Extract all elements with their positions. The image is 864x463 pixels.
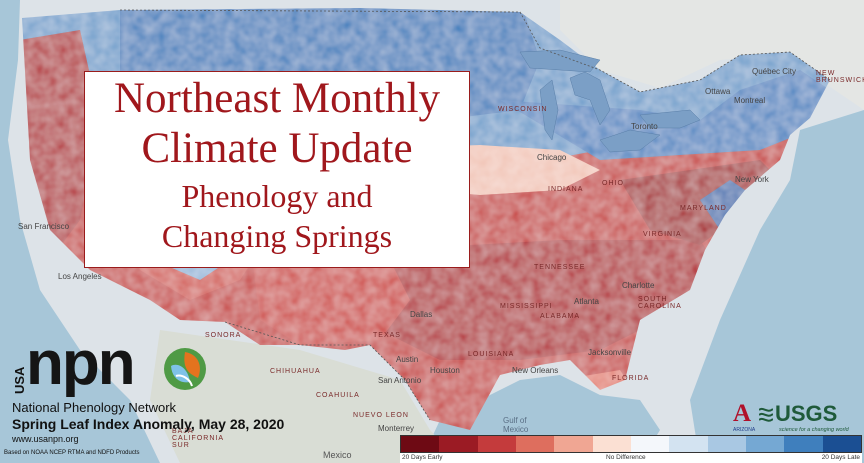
legend-color-bar <box>400 435 862 453</box>
label-mexico: Mexico <box>323 450 352 460</box>
npn-branding: USA npn National Phenology Network Sprin… <box>12 329 312 444</box>
label-new-orleans: New Orleans <box>512 366 559 375</box>
label-alabama: ALABAMA <box>540 313 581 320</box>
label-ottawa: Ottawa <box>705 87 731 96</box>
leaf-icon <box>164 348 206 390</box>
legend-swatch <box>630 436 670 452</box>
label-tennessee: TENNESSEE <box>534 264 586 271</box>
npn-usa: USA <box>12 366 27 394</box>
legend-swatch <box>515 436 555 452</box>
borders <box>119 9 831 421</box>
label-south-carolina: SOUTH CAROLINA <box>638 296 682 310</box>
data-source-note: Based on NOAA NCEP RTMA and NDFD Product… <box>4 450 140 456</box>
legend-early-label: 20 Days Early <box>402 454 443 461</box>
label-san-antonio: San Antonio <box>378 376 422 385</box>
title-line-2: Climate Update <box>141 125 413 172</box>
label-gulf: Gulf of Mexico <box>503 416 529 434</box>
arizona-wordmark: ARIZONA <box>733 427 756 433</box>
label-florida: FLORIDA <box>612 375 650 382</box>
title-line-1: Northeast Monthly <box>113 75 441 122</box>
label-jacksonville: Jacksonville <box>588 348 632 357</box>
legend-labels: 20 Days Early No Difference 20 Days Late <box>400 453 862 463</box>
legend-late-label: 20 Days Late <box>821 454 860 461</box>
usgs-wordmark: USGS <box>775 401 838 426</box>
partner-logos: A ARIZONA USGS science for a changing wo… <box>733 400 861 434</box>
label-wisconsin: WISCONSIN <box>498 106 548 113</box>
label-chihuahua: CHIHUAHUA <box>270 368 321 375</box>
pacific-ocean <box>0 0 160 463</box>
label-san-francisco: San Francisco <box>18 222 70 231</box>
legend-swatch <box>745 436 785 452</box>
atlantic-ocean <box>690 110 864 463</box>
great-lakes <box>519 49 701 153</box>
label-maryland: MARYLAND <box>680 205 727 212</box>
title-line-4: Changing Springs <box>161 218 393 254</box>
legend-swatch <box>439 436 478 452</box>
mexico-land <box>150 330 460 463</box>
label-mississippi: MISSISSIPPI <box>500 303 553 310</box>
npn-name: National Phenology Network <box>12 400 177 415</box>
label-coahuila: COAHUILA <box>316 392 360 399</box>
label-indiana: INDIANA <box>548 186 584 193</box>
label-ohio: OHIO <box>602 180 624 187</box>
label-chicago: Chicago <box>537 153 567 162</box>
label-new-york: New York <box>735 175 769 184</box>
label-toronto: Toronto <box>631 122 658 131</box>
usgs-tagline: science for a changing world <box>779 427 849 433</box>
npn-logo: USA npn <box>12 329 312 398</box>
canada-land <box>560 0 864 110</box>
map-caption: Spring Leaf Index Anomaly, May 28, 2020 <box>12 416 285 432</box>
label-houston: Houston <box>430 366 460 375</box>
legend-swatch <box>707 436 746 452</box>
arizona-logo-icon: A <box>733 400 752 427</box>
label-dallas: Dallas <box>410 310 433 319</box>
legend-swatch <box>822 436 861 452</box>
label-texas: TEXAS <box>373 332 401 339</box>
usgs-wave-icon <box>759 407 773 422</box>
label-charlotte: Charlotte <box>622 281 655 290</box>
npn-url: www.usanpn.org <box>12 434 79 444</box>
label-louisiana: LOUISIANA <box>468 351 515 358</box>
label-nuevo-leon: NUEVO LEON <box>353 412 409 419</box>
label-atlanta: Atlanta <box>574 297 599 306</box>
legend: 20 Days Early No Difference 20 Days Late <box>400 435 862 463</box>
label-sonora: SONORA <box>205 332 242 339</box>
title-line-3: Phenology and <box>181 178 373 214</box>
label-monterrey: Monterrey <box>378 424 415 433</box>
legend-swatch <box>554 436 593 452</box>
legend-swatch <box>669 436 708 452</box>
legend-swatch <box>401 436 440 452</box>
label-montreal: Montreal <box>734 96 766 105</box>
legend-swatch <box>477 436 516 452</box>
label-baja: BAJA CALIFORNIA SUR <box>172 428 224 449</box>
label-quebec: Québec City <box>752 67 797 76</box>
legend-swatch <box>784 436 823 452</box>
legend-swatch <box>592 436 631 452</box>
label-los-angeles: Los Angeles <box>58 272 102 281</box>
title-box: Northeast Monthly Climate Update Phenolo… <box>84 71 470 268</box>
npn-wordmark: npn <box>26 329 136 398</box>
label-new-brunswick: NEW BRUNSWICK <box>816 70 864 84</box>
legend-none-label: No Difference <box>606 454 646 461</box>
label-austin: Austin <box>396 355 419 364</box>
label-virginia: VIRGINIA <box>643 231 682 238</box>
